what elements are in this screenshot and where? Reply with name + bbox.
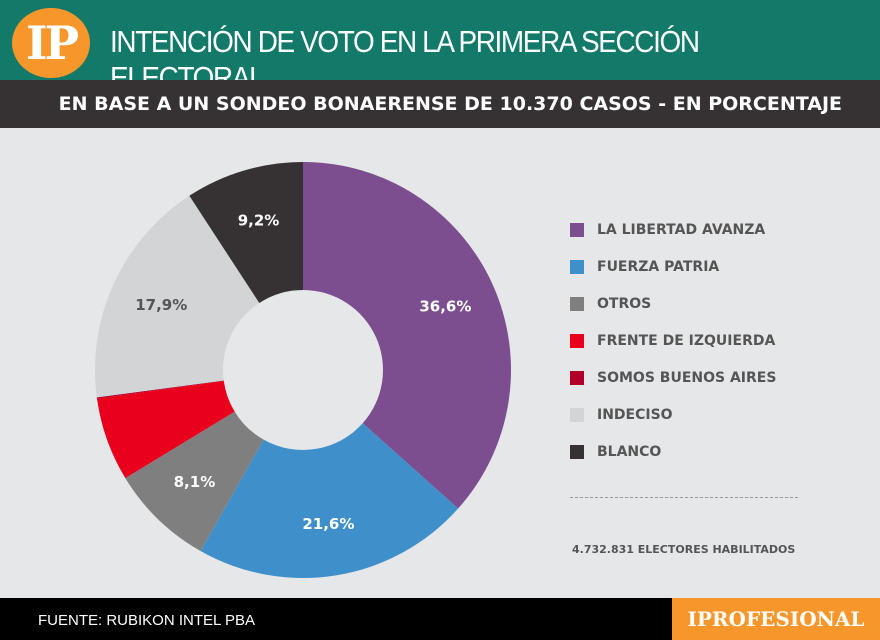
legend-item: FUERZA PATRIA (570, 259, 719, 275)
legend-swatch (570, 297, 584, 311)
legend-swatch (570, 371, 584, 385)
legend-item: OTROS (570, 296, 651, 312)
slice-fuerza-patria (200, 423, 459, 578)
slice-label: 17,9% (135, 296, 187, 314)
slice-frente-de-izquierda (96, 381, 235, 479)
slice-label: 36,6% (419, 297, 471, 315)
slice-somos-buenos-aires (96, 380, 224, 399)
legend-swatch (570, 334, 584, 348)
slice-otros (125, 411, 264, 551)
slice-la-libertad-avanza (303, 162, 512, 509)
source-text: FUENTE: RUBIKON INTEL PBA (38, 612, 255, 629)
legend-label: OTROS (597, 296, 652, 312)
legend-swatch (570, 260, 584, 274)
slice-label: 21,6% (302, 515, 354, 533)
chart-title: INTENCIÓN DE VOTO EN LA PRIMERA SECCIÓN … (110, 24, 700, 95)
slice-label: 8,1% (174, 473, 216, 491)
legend-item: SOMOS BUENOS AIRES (570, 370, 776, 386)
header-bar: IP INTENCIÓN DE VOTO EN LA PRIMERA SECCI… (0, 0, 880, 95)
legend-label: FUERZA PATRIA (597, 259, 720, 275)
slice-label: 9,2% (238, 211, 280, 229)
slice-blanco (189, 162, 303, 303)
legend-swatch (570, 445, 584, 459)
slice-indeciso (95, 195, 260, 398)
donut-chart: 36,6% 21,6% 8,1% 17,9% 9,2% (95, 162, 512, 578)
legend-label: BLANCO (597, 444, 662, 460)
ip-logo: IP (12, 8, 90, 78)
legend-label: FRENTE DE IZQUIERDA (597, 333, 776, 349)
legend-item: INDECISO (570, 407, 673, 423)
divider (570, 497, 798, 498)
legend-swatch (570, 223, 584, 237)
legend-item: BLANCO (570, 444, 661, 460)
brand-logo: IPROFESIONAL (672, 598, 880, 640)
legend-label: LA LIBERTAD AVANZA (597, 222, 766, 238)
legend-item: FRENTE DE IZQUIERDA (570, 333, 775, 349)
electores-note: 4.732.831 ELECTORES HABILITADOS (572, 543, 796, 556)
legend-label: INDECISO (597, 407, 673, 423)
legend-label: SOMOS BUENOS AIRES (597, 370, 777, 386)
legend-item: LA LIBERTAD AVANZA (570, 222, 765, 238)
chart-subtitle: EN BASE A UN SONDEO BONAERENSE DE 10.370… (0, 80, 880, 128)
legend-swatch (570, 408, 584, 422)
